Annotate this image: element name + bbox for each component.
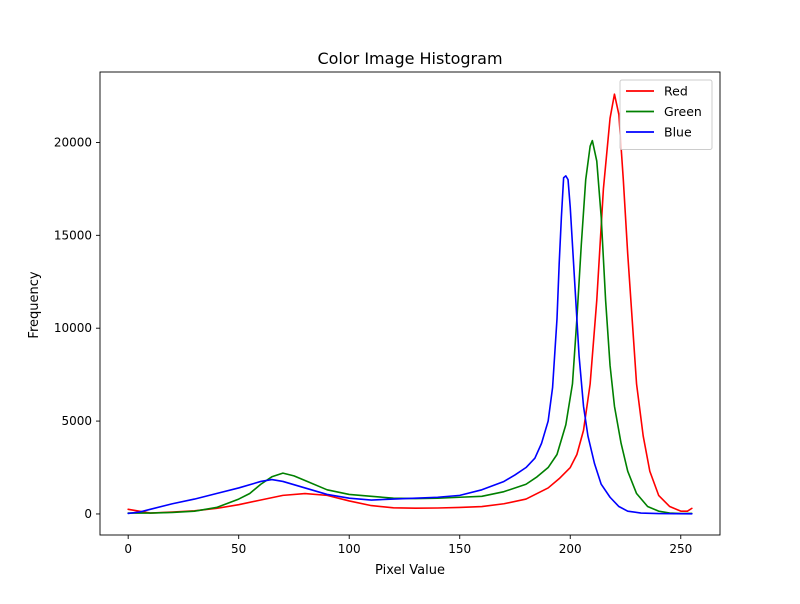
y-axis-label: Frequency xyxy=(27,271,42,338)
series-line-red xyxy=(127,93,693,514)
axes: 0 50 100 150 200 250 0 5000 10000 15000 20000 xyxy=(54,71,721,556)
legend-label-green: Green xyxy=(664,104,702,119)
x-axis-label: Pixel Value xyxy=(375,563,445,578)
x-tick-label: 200 xyxy=(559,542,582,556)
y-tick-label: 15000 xyxy=(54,228,92,242)
x-tick-label: 0 xyxy=(124,542,132,556)
y-tick-label: 0 xyxy=(84,507,92,521)
x-tick-label: 150 xyxy=(448,542,471,556)
legend-label-red: Red xyxy=(664,84,688,99)
x-tick-label: 250 xyxy=(669,542,692,556)
axes-frame xyxy=(99,71,721,536)
x-tick-label: 100 xyxy=(338,542,361,556)
chart-title: Color Image Histogram xyxy=(317,49,502,68)
series-line-blue xyxy=(127,175,693,515)
series-line-green xyxy=(127,139,693,515)
plot-area xyxy=(127,93,693,515)
legend-label-blue: Blue xyxy=(664,125,692,140)
y-tick-label: 20000 xyxy=(54,135,92,149)
x-tick-label: 50 xyxy=(231,542,246,556)
y-tick-label: 10000 xyxy=(54,321,92,335)
legend: Red Green Blue xyxy=(619,79,713,150)
y-tick-label: 5000 xyxy=(61,414,92,428)
